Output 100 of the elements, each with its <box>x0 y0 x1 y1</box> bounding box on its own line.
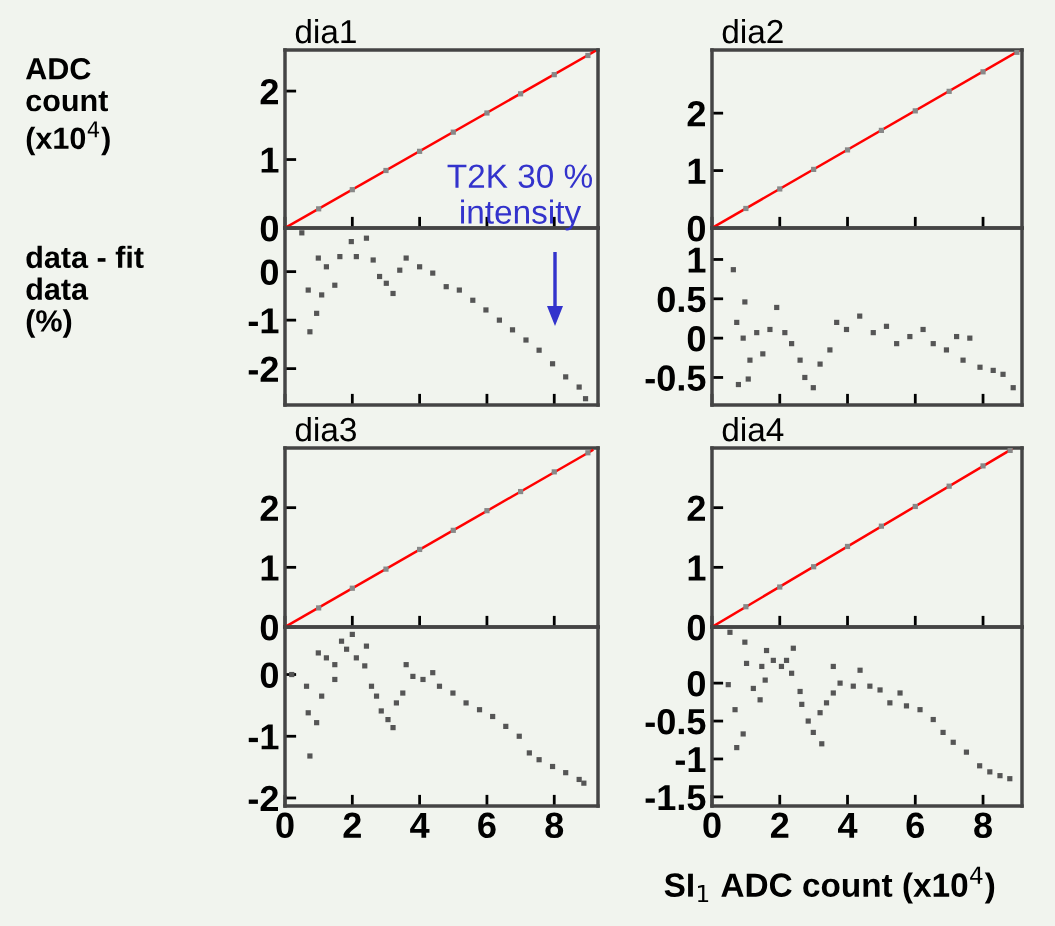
point <box>967 335 973 341</box>
point <box>730 267 736 273</box>
annotation: T2K 30 % intensity <box>447 164 592 231</box>
point <box>582 396 589 402</box>
point <box>1010 385 1016 391</box>
point <box>912 503 918 510</box>
x-tick-label: 8 <box>974 812 992 839</box>
point <box>770 657 776 663</box>
y-tick-label: 0 <box>687 614 705 641</box>
y-tick-label: 0 <box>260 662 278 688</box>
point <box>353 254 359 260</box>
point <box>450 527 456 533</box>
point <box>810 729 816 736</box>
point <box>735 381 742 388</box>
point <box>517 91 524 97</box>
point <box>950 739 956 745</box>
y-tick-label: -1 <box>248 308 279 334</box>
point <box>315 650 321 656</box>
point <box>907 333 913 340</box>
y-tick-label: 1 <box>688 555 706 581</box>
point <box>585 450 591 456</box>
point <box>314 310 320 316</box>
point <box>349 631 355 638</box>
point <box>789 670 795 676</box>
point <box>1000 371 1006 377</box>
point <box>940 729 946 736</box>
point <box>887 700 893 706</box>
point <box>526 750 532 756</box>
point <box>745 376 751 382</box>
y-tick-label: 1 <box>688 247 706 273</box>
point <box>977 763 983 769</box>
point <box>289 671 295 678</box>
point <box>436 683 443 689</box>
x-tick-label: 2 <box>770 812 789 838</box>
point <box>417 148 423 154</box>
point <box>844 147 851 153</box>
point <box>390 290 396 297</box>
point <box>420 676 426 683</box>
point <box>920 326 926 333</box>
point <box>817 361 823 367</box>
point <box>837 680 843 686</box>
x-tick-label: 8 <box>545 812 564 839</box>
point <box>456 287 462 293</box>
point <box>338 638 345 644</box>
point <box>316 605 322 611</box>
x-tick-label: 6 <box>906 812 925 839</box>
point <box>390 725 396 731</box>
point <box>496 317 502 323</box>
point <box>878 523 884 529</box>
point <box>403 255 409 261</box>
point <box>740 335 746 341</box>
y-tick-label: 2 <box>260 78 278 105</box>
point <box>877 687 883 693</box>
point <box>980 69 986 75</box>
y-axis-title: data - fit data (%) <box>26 245 144 338</box>
point <box>332 282 338 288</box>
point <box>802 374 808 381</box>
point <box>353 655 359 661</box>
x-tick-label: 4 <box>838 812 858 838</box>
point <box>930 716 936 723</box>
y-tick-label: -0.5 <box>645 708 706 735</box>
point <box>363 235 370 241</box>
point <box>385 716 391 723</box>
point <box>368 683 375 689</box>
point <box>393 700 399 706</box>
y-tick-label: -1 <box>248 724 279 750</box>
point <box>954 333 960 340</box>
point <box>305 287 311 293</box>
point <box>946 88 952 94</box>
point <box>857 667 863 673</box>
point <box>734 319 740 325</box>
point <box>307 753 313 759</box>
point <box>763 647 770 654</box>
point <box>299 230 305 236</box>
point <box>563 770 569 776</box>
point <box>830 663 836 670</box>
point <box>1007 776 1013 782</box>
point <box>349 585 355 591</box>
point <box>912 108 918 114</box>
point <box>319 292 325 298</box>
point <box>378 708 384 714</box>
chart-title: dia3 <box>295 416 356 442</box>
point <box>734 745 740 751</box>
point <box>917 707 923 713</box>
point <box>811 564 817 570</box>
point <box>790 645 796 651</box>
point <box>470 297 476 303</box>
point <box>963 749 970 755</box>
chart-title: dia1 <box>295 18 356 44</box>
point <box>778 663 785 670</box>
point <box>811 166 817 173</box>
point <box>349 187 355 193</box>
point <box>870 330 876 336</box>
point <box>759 663 765 670</box>
point <box>323 264 329 270</box>
point <box>484 110 490 116</box>
point <box>743 604 749 610</box>
point <box>977 364 983 370</box>
point <box>332 662 338 668</box>
point <box>463 700 469 706</box>
